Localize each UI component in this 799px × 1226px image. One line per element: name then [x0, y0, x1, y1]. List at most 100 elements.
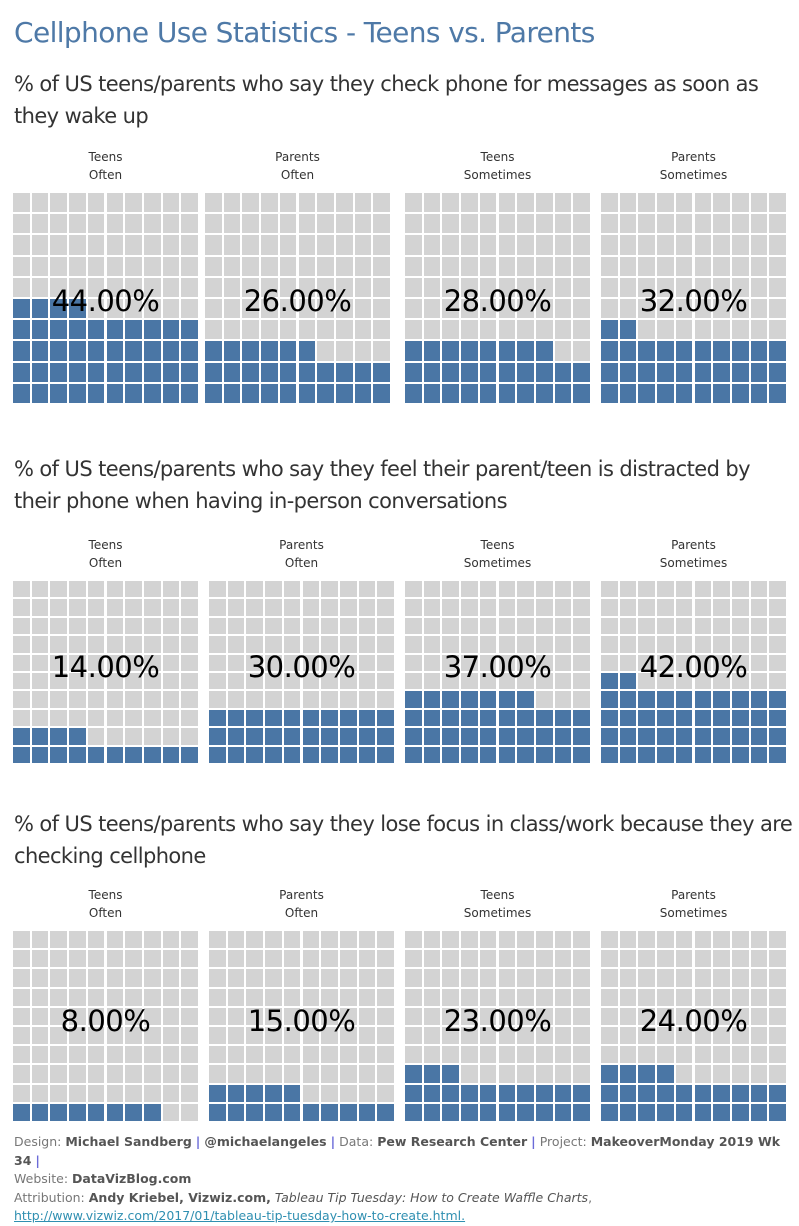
- waffle-cell-empty[interactable]: [731, 950, 749, 968]
- waffle-cell-filled[interactable]: [498, 1084, 516, 1102]
- waffle-cell-empty[interactable]: [354, 320, 372, 340]
- waffle-cell-empty[interactable]: [675, 988, 693, 1006]
- waffle-cell-empty[interactable]: [461, 988, 478, 1006]
- waffle-cell-empty[interactable]: [694, 617, 712, 635]
- waffle-cell-empty[interactable]: [13, 617, 30, 635]
- waffle-cell-empty[interactable]: [209, 1007, 226, 1025]
- waffle-cell-empty[interactable]: [13, 1027, 30, 1045]
- waffle-cell-filled[interactable]: [321, 746, 338, 763]
- waffle-cell-empty[interactable]: [50, 193, 68, 213]
- waffle-cell-empty[interactable]: [573, 1065, 590, 1083]
- waffle-cell-empty[interactable]: [498, 214, 516, 234]
- waffle-cell-empty[interactable]: [339, 1084, 357, 1102]
- waffle-cell-filled[interactable]: [554, 746, 572, 763]
- waffle-cell-empty[interactable]: [535, 277, 553, 297]
- waffle-cell-empty[interactable]: [106, 1046, 124, 1064]
- waffle-cell-empty[interactable]: [731, 277, 749, 297]
- waffle-cell-empty[interactable]: [601, 1046, 618, 1064]
- waffle-cell-filled[interactable]: [750, 1103, 768, 1121]
- waffle-cell-empty[interactable]: [731, 214, 749, 234]
- waffle-cell-filled[interactable]: [498, 1103, 516, 1121]
- waffle-cell-filled[interactable]: [601, 341, 618, 361]
- waffle-cell-filled[interactable]: [50, 341, 68, 361]
- waffle-cell-empty[interactable]: [87, 654, 105, 671]
- waffle-cell-empty[interactable]: [535, 299, 553, 319]
- waffle-cell-filled[interactable]: [50, 383, 68, 403]
- waffle-cell-filled[interactable]: [694, 1103, 712, 1121]
- waffle-cell-empty[interactable]: [657, 256, 674, 276]
- waffle-cell-filled[interactable]: [479, 709, 497, 727]
- waffle-cell-empty[interactable]: [279, 277, 297, 297]
- waffle-cell-empty[interactable]: [769, 277, 786, 297]
- waffle-cell-filled[interactable]: [265, 709, 282, 727]
- waffle-cell-empty[interactable]: [479, 1046, 497, 1064]
- waffle-cell-filled[interactable]: [31, 362, 49, 382]
- waffle-cell-empty[interactable]: [498, 950, 516, 968]
- waffle-cell-empty[interactable]: [619, 617, 637, 635]
- waffle-cell-filled[interactable]: [69, 320, 86, 340]
- waffle-cell-empty[interactable]: [442, 581, 460, 598]
- waffle-cell-filled[interactable]: [750, 691, 768, 708]
- waffle-cell-empty[interactable]: [657, 636, 674, 653]
- waffle-cell-filled[interactable]: [223, 362, 241, 382]
- waffle-cell-empty[interactable]: [321, 950, 338, 968]
- waffle-cell-empty[interactable]: [638, 299, 656, 319]
- waffle-cell-empty[interactable]: [442, 654, 460, 671]
- waffle-cell-empty[interactable]: [246, 617, 264, 635]
- waffle-cell-empty[interactable]: [162, 969, 180, 987]
- waffle-cell-filled[interactable]: [181, 341, 198, 361]
- waffle-cell-empty[interactable]: [373, 256, 390, 276]
- waffle-cell-empty[interactable]: [125, 728, 142, 745]
- waffle-cell-empty[interactable]: [223, 214, 241, 234]
- waffle-cell-empty[interactable]: [479, 654, 497, 671]
- waffle-cell-empty[interactable]: [573, 299, 590, 319]
- waffle-cell-empty[interactable]: [321, 931, 338, 949]
- waffle-cell-empty[interactable]: [265, 673, 282, 690]
- waffle-cell-filled[interactable]: [321, 1103, 338, 1121]
- waffle-cell-empty[interactable]: [181, 1084, 198, 1102]
- waffle-cell-filled[interactable]: [479, 383, 497, 403]
- waffle-cell-empty[interactable]: [106, 193, 124, 213]
- waffle-cell-empty[interactable]: [205, 320, 222, 340]
- waffle-cell-filled[interactable]: [517, 1084, 534, 1102]
- waffle-cell-empty[interactable]: [227, 1065, 245, 1083]
- waffle-cell-empty[interactable]: [675, 599, 693, 616]
- waffle-cell-empty[interactable]: [242, 320, 260, 340]
- waffle-cell-filled[interactable]: [246, 709, 264, 727]
- waffle-cell-empty[interactable]: [619, 599, 637, 616]
- waffle-cell-empty[interactable]: [143, 235, 161, 255]
- waffle-cell-empty[interactable]: [358, 654, 376, 671]
- waffle-cell-empty[interactable]: [302, 950, 320, 968]
- waffle-cell-empty[interactable]: [181, 277, 198, 297]
- waffle-cell-empty[interactable]: [31, 617, 49, 635]
- waffle-cell-filled[interactable]: [205, 383, 222, 403]
- waffle-cell-filled[interactable]: [358, 1103, 376, 1121]
- waffle-cell-empty[interactable]: [227, 599, 245, 616]
- waffle-cell-empty[interactable]: [657, 1027, 674, 1045]
- waffle-cell-empty[interactable]: [227, 636, 245, 653]
- waffle-cell-filled[interactable]: [601, 728, 618, 745]
- waffle-cell-empty[interactable]: [750, 277, 768, 297]
- waffle-cell-empty[interactable]: [335, 299, 353, 319]
- waffle-cell-filled[interactable]: [750, 362, 768, 382]
- waffle-cell-empty[interactable]: [31, 1007, 49, 1025]
- waffle-cell-filled[interactable]: [298, 341, 316, 361]
- waffle-cell-empty[interactable]: [298, 256, 316, 276]
- waffle-cell-empty[interactable]: [321, 617, 338, 635]
- waffle-cell-empty[interactable]: [106, 988, 124, 1006]
- waffle-cell-filled[interactable]: [373, 362, 390, 382]
- waffle-cell-empty[interactable]: [694, 214, 712, 234]
- waffle-cell-filled[interactable]: [405, 1065, 422, 1083]
- waffle-cell-filled[interactable]: [619, 362, 637, 382]
- waffle-cell-empty[interactable]: [181, 988, 198, 1006]
- waffle-cell-empty[interactable]: [657, 654, 674, 671]
- waffle-cell-empty[interactable]: [13, 214, 30, 234]
- waffle-cell-empty[interactable]: [638, 1046, 656, 1064]
- waffle-cell-empty[interactable]: [265, 988, 282, 1006]
- waffle-cell-empty[interactable]: [554, 950, 572, 968]
- waffle-cell-empty[interactable]: [517, 931, 534, 949]
- waffle-cell-empty[interactable]: [373, 193, 390, 213]
- waffle-cell-empty[interactable]: [619, 950, 637, 968]
- waffle-cell-empty[interactable]: [675, 931, 693, 949]
- waffle-cell-filled[interactable]: [619, 341, 637, 361]
